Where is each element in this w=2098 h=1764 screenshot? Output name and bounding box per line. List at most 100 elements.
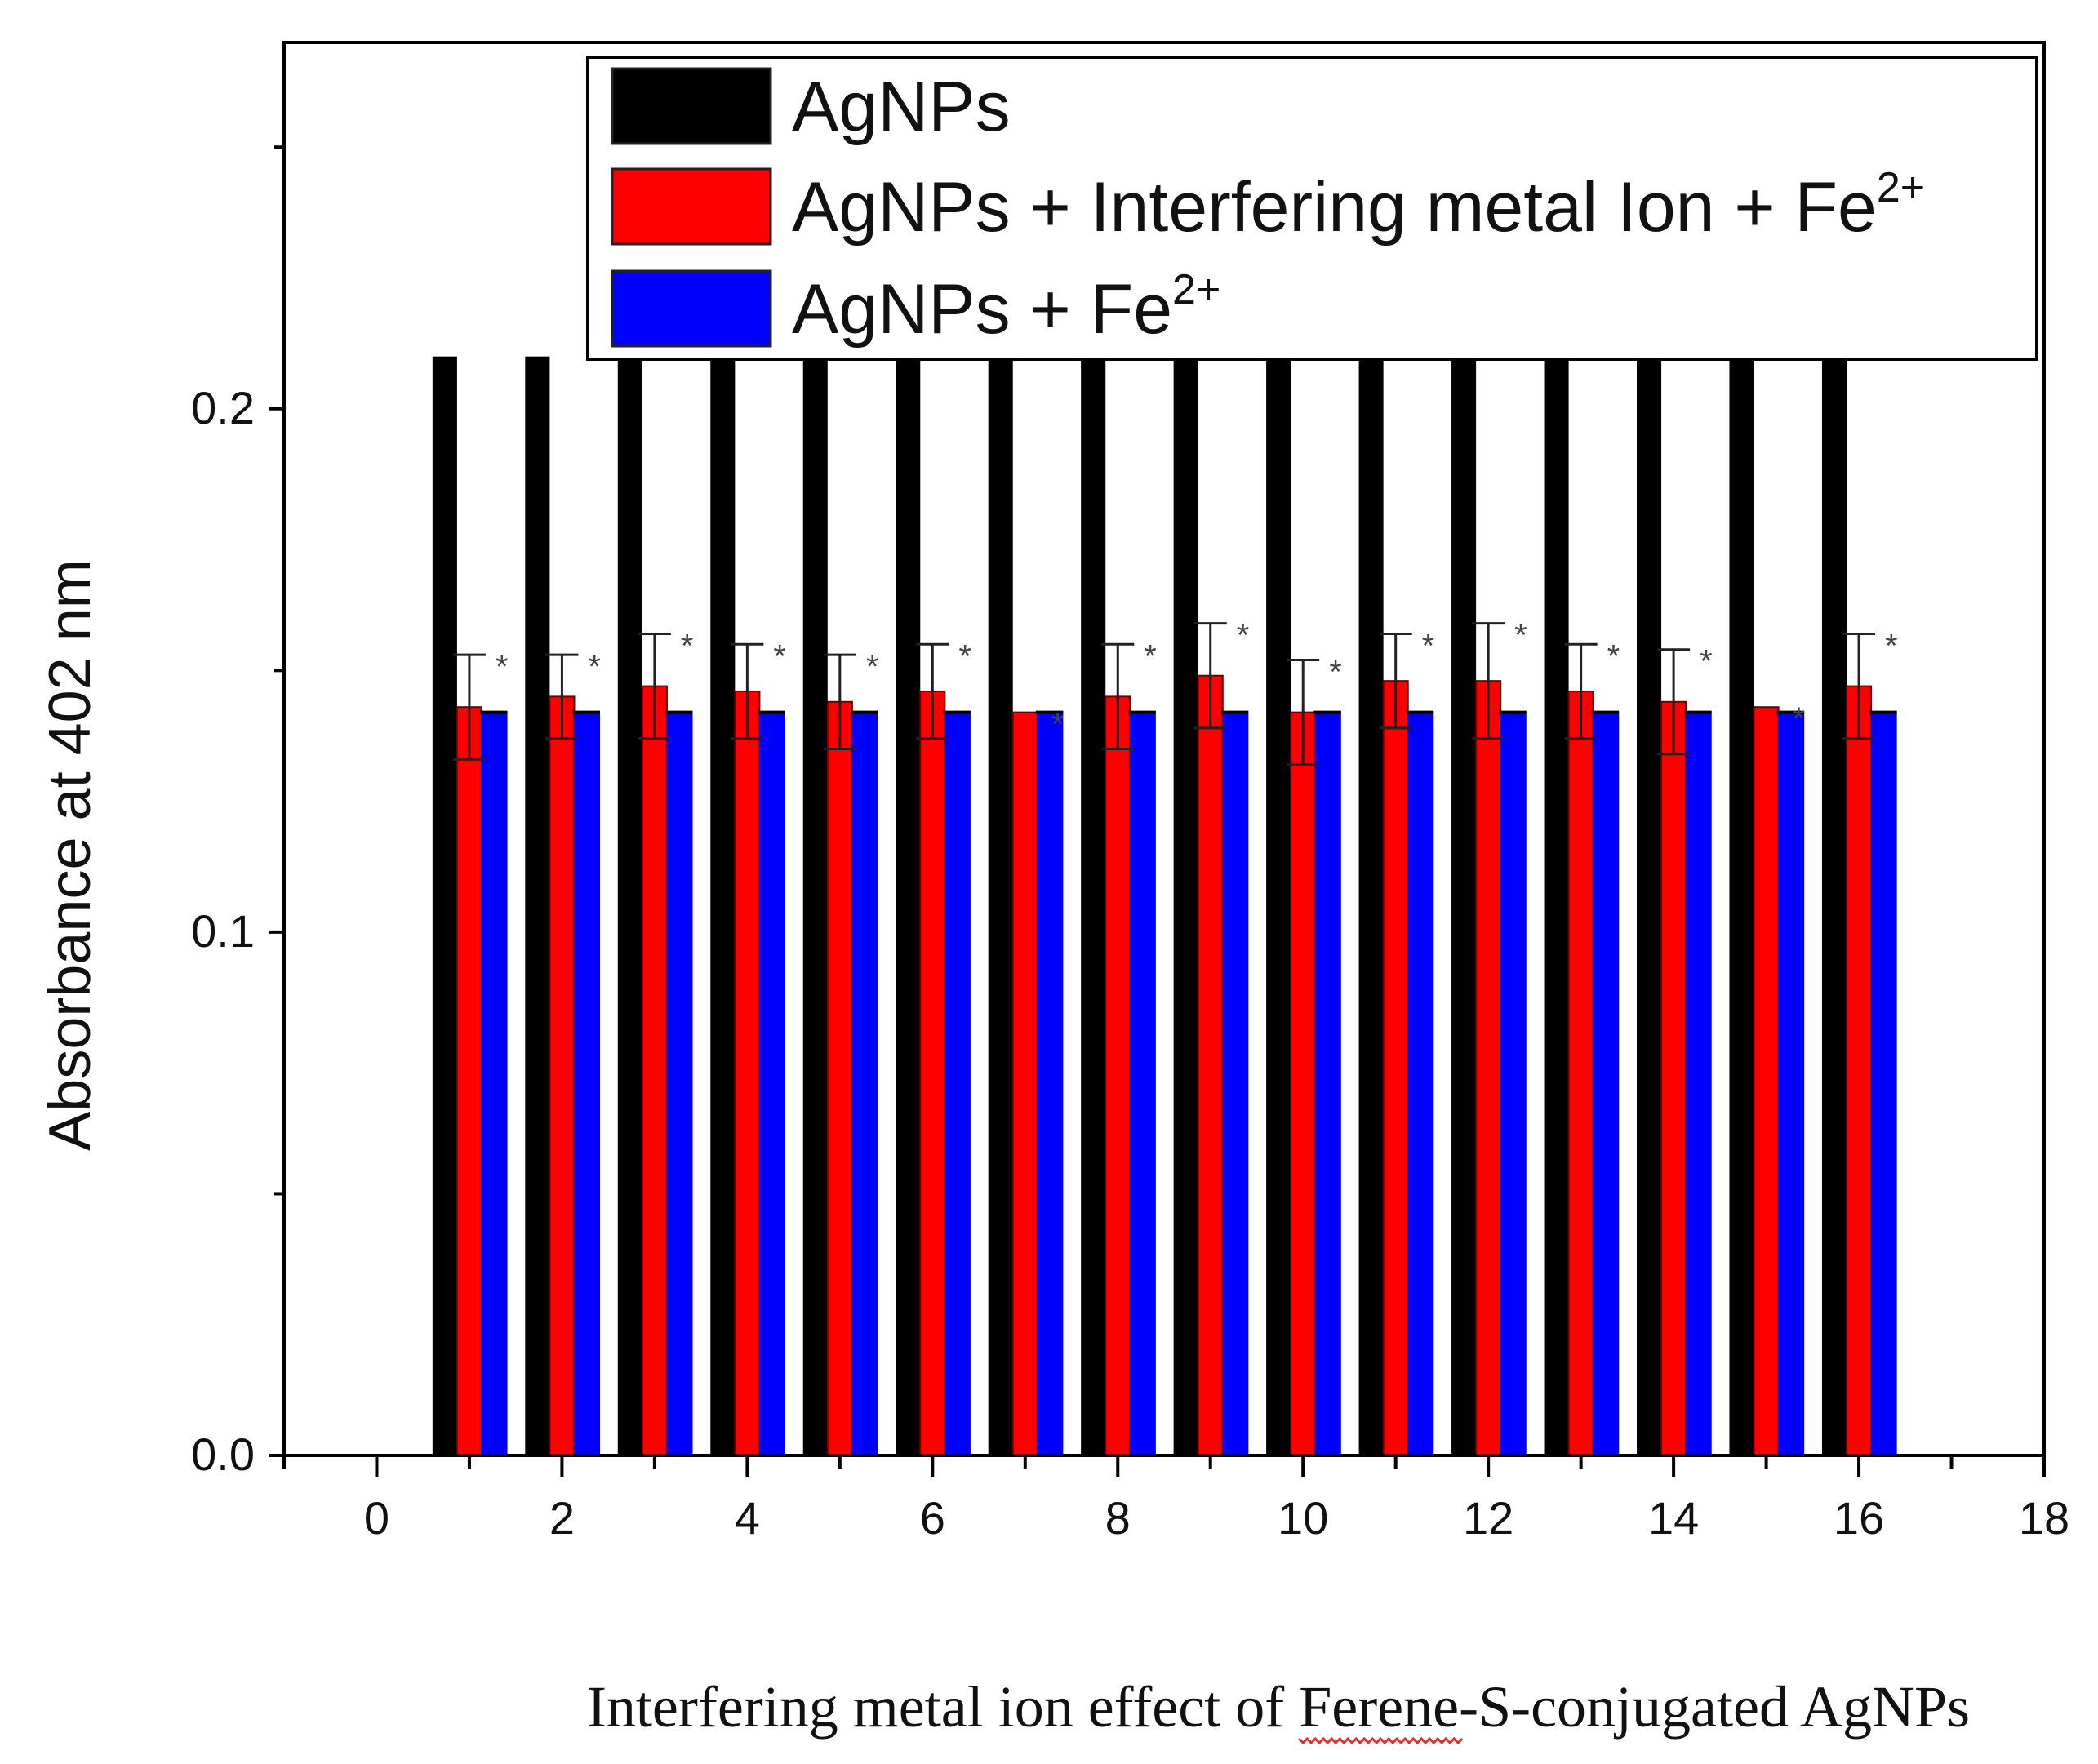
significance-star: *	[1422, 628, 1435, 664]
significance-star: *	[1885, 628, 1898, 664]
legend-label-text: AgNPs + Interfering metal Ion + Fe	[792, 168, 1877, 247]
bar-agnps-interfering-fe	[1382, 680, 1409, 1456]
bar-agnps	[1821, 356, 1847, 1456]
legend-swatch-1	[611, 167, 772, 246]
bar-agnps-interfering-fe	[1105, 695, 1131, 1456]
bar-agnps-interfering-fe	[456, 706, 482, 1456]
bar-agnps-fe	[1871, 712, 1897, 1455]
bar-agnps	[802, 356, 828, 1456]
bar-agnps-fe	[574, 712, 601, 1455]
legend-label-text: AgNPs	[792, 68, 1011, 146]
bar-agnps	[1729, 356, 1754, 1456]
bar-agnps	[1081, 356, 1106, 1456]
x-tick-label: 8	[1105, 1492, 1131, 1544]
bar-agnps	[525, 356, 550, 1456]
bar-agnps-interfering-fe	[826, 700, 853, 1456]
bar-agnps-fe	[1686, 712, 1712, 1455]
significance-star: *	[681, 628, 694, 664]
bar-agnps	[896, 356, 921, 1456]
y-tick-label: 0.1	[191, 905, 255, 957]
bar-agnps-fe	[759, 712, 785, 1455]
bar-agnps-interfering-fe	[1567, 690, 1594, 1456]
bar-agnps-interfering-fe	[1475, 680, 1502, 1456]
bar-agnps-fe	[1037, 712, 1064, 1455]
significance-star: *	[1144, 638, 1157, 674]
legend-label-2: AgNPs + Fe2+	[792, 266, 1220, 349]
bar-agnps	[1358, 356, 1384, 1456]
x-axis-title-underlined-word: Ferene	[1299, 1674, 1459, 1740]
legend-label-text: AgNPs + Fe	[792, 270, 1172, 349]
bar-agnps-fe	[851, 712, 878, 1455]
bars-layer	[432, 356, 1897, 1456]
legend-swatch-2	[611, 269, 772, 348]
legend-label-superscript: 2+	[1172, 266, 1220, 313]
bar-agnps-interfering-fe	[1660, 700, 1687, 1456]
bar-agnps-fe	[1593, 712, 1620, 1455]
bar-agnps	[1266, 356, 1291, 1456]
significance-star: *	[866, 649, 879, 685]
bar-agnps-interfering-fe	[1753, 706, 1780, 1456]
bar-agnps	[710, 356, 736, 1456]
significance-star: *	[1237, 618, 1250, 654]
significance-star: *	[496, 649, 509, 685]
bar-agnps	[432, 356, 457, 1456]
significance-star: *	[1514, 618, 1527, 654]
legend-label-superscript: 2+	[1877, 164, 1925, 211]
bar-agnps	[617, 356, 642, 1456]
legend-label-1: AgNPs + Interfering metal Ion + Fe2+	[792, 164, 1925, 247]
significance-star: *	[1793, 701, 1806, 737]
bar-agnps-fe	[1222, 712, 1249, 1455]
bar-agnps-interfering-fe	[1846, 685, 1873, 1456]
significance-star: *	[958, 638, 971, 674]
x-axis-title-part-1: Interfering metal ion effect of	[587, 1674, 1299, 1740]
significance-star: *	[1607, 638, 1620, 674]
y-tick-label: 0.2	[191, 382, 255, 433]
x-tick-label: 16	[1834, 1492, 1884, 1544]
x-tick-label: 12	[1463, 1492, 1513, 1544]
bar-agnps-fe	[1778, 712, 1805, 1455]
legend-box	[586, 56, 2038, 361]
x-tick-label: 2	[549, 1492, 575, 1544]
bar-agnps-fe	[1407, 712, 1434, 1455]
bar-agnps	[988, 356, 1013, 1456]
bar-agnps	[1544, 356, 1569, 1456]
significance-star: *	[1051, 707, 1065, 743]
y-axis: 0.0 0.1 0.2	[191, 145, 284, 1480]
legend-label-0: AgNPs	[792, 68, 1011, 146]
bar-agnps-fe	[481, 712, 508, 1455]
bar-agnps-fe	[945, 712, 971, 1455]
bar-agnps-interfering-fe	[1197, 674, 1224, 1456]
significance-star: *	[1700, 644, 1713, 680]
y-axis-title: Absorbance at 402 nm	[38, 559, 103, 1150]
bar-agnps-fe	[666, 712, 693, 1455]
bar-agnps	[1451, 356, 1477, 1456]
bar-agnps-interfering-fe	[549, 695, 576, 1456]
x-tick-label: 14	[1648, 1492, 1699, 1544]
y-tick-label: 0.0	[191, 1429, 255, 1480]
legend-swatch-0	[611, 67, 772, 145]
x-tick-label: 10	[1278, 1492, 1328, 1544]
bar-agnps-interfering-fe	[1290, 711, 1317, 1456]
x-tick-label: 6	[920, 1492, 945, 1544]
x-axis-title-part-3: -S-conjugated AgNPs	[1459, 1674, 1970, 1740]
significance-markers-layer: * * * * * * * * * * * * * * * *	[496, 618, 1898, 743]
bar-agnps-interfering-fe	[641, 685, 668, 1456]
x-axis: 0 2 4 6 8 10 12 14 16 18	[282, 1455, 2069, 1544]
significance-star: *	[773, 638, 786, 674]
bar-agnps-interfering-fe	[919, 690, 946, 1456]
x-tick-label: 18	[2019, 1492, 2069, 1544]
x-tick-label: 0	[364, 1492, 389, 1544]
bar-agnps-fe	[1500, 712, 1527, 1455]
bar-agnps	[1636, 356, 1662, 1456]
error-bars-layer	[452, 622, 1876, 766]
significance-star: *	[588, 649, 601, 685]
x-axis-title: Interfering metal ion effect of Ferene-S…	[587, 1674, 1970, 1740]
plot-frame	[282, 41, 2046, 1457]
x-tick-label: 4	[735, 1492, 760, 1544]
bar-agnps-interfering-fe	[734, 690, 761, 1456]
spellcheck-squiggle	[1298, 1736, 1464, 1745]
bar-agnps-fe	[1130, 712, 1156, 1455]
significance-star: *	[1329, 655, 1342, 691]
